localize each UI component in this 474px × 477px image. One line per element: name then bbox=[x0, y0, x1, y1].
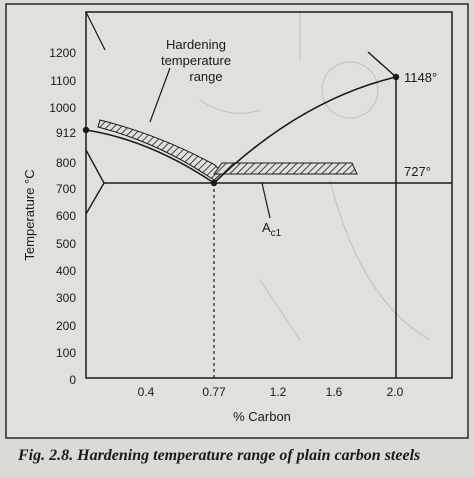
ac1-leader-line bbox=[261, 182, 271, 219]
point-912 bbox=[82, 126, 90, 134]
label-1148: 1148° bbox=[404, 70, 437, 85]
hardening-band-hypereutectoid bbox=[213, 162, 358, 175]
y-tick-labels: 1200 1100 1000 912 800 700 600 500 400 3… bbox=[49, 46, 76, 387]
x-axis-label: % Carbon bbox=[233, 409, 291, 424]
x-tick: 2.0 bbox=[387, 385, 404, 399]
liquidus-segment bbox=[367, 51, 397, 78]
x-tick: 0.4 bbox=[138, 385, 155, 399]
background-bleed bbox=[199, 10, 431, 341]
y-tick: 600 bbox=[56, 209, 76, 223]
y-tick: 912 bbox=[56, 126, 76, 140]
hardening-label-line1: Hardening bbox=[166, 37, 226, 52]
y-axis-label: Temperature °C bbox=[22, 169, 37, 260]
y-tick: 0 bbox=[69, 373, 76, 387]
hardening-label-line2: temperature bbox=[161, 53, 231, 68]
ac1-label: Ac1 bbox=[262, 220, 282, 239]
plot-box bbox=[85, 11, 453, 379]
figure-frame bbox=[5, 3, 469, 439]
ac1-sub: c1 bbox=[271, 228, 282, 239]
point-1148 bbox=[392, 73, 400, 81]
y-tick: 500 bbox=[56, 237, 76, 251]
x-tick: 1.6 bbox=[326, 385, 343, 399]
acm-line bbox=[213, 76, 397, 184]
x-tick: 1.2 bbox=[270, 385, 287, 399]
figure-caption: Fig. 2.8. Hardening temperature range of… bbox=[17, 447, 420, 464]
x-tick: 0.77 bbox=[202, 385, 226, 399]
ac1-main: A bbox=[262, 220, 271, 235]
y-tick: 100 bbox=[56, 346, 76, 360]
y-tick: 1200 bbox=[49, 46, 76, 60]
hardening-label-line3: range bbox=[189, 69, 222, 84]
y-tick: 400 bbox=[56, 264, 76, 278]
upper-boundary-segment bbox=[85, 11, 106, 51]
y-tick: 700 bbox=[56, 182, 76, 196]
a3-line bbox=[85, 129, 215, 184]
point-eutectoid bbox=[210, 179, 218, 187]
y-tick: 800 bbox=[56, 156, 76, 170]
y-tick: 300 bbox=[56, 291, 76, 305]
y-tick: 1100 bbox=[50, 74, 76, 88]
y-tick: 200 bbox=[56, 319, 76, 333]
hardening-band-hypoeutectoid bbox=[97, 119, 223, 181]
label-727: 727° bbox=[404, 164, 431, 179]
y-tick: 1000 bbox=[49, 101, 76, 115]
hardening-leader-line bbox=[149, 67, 171, 123]
